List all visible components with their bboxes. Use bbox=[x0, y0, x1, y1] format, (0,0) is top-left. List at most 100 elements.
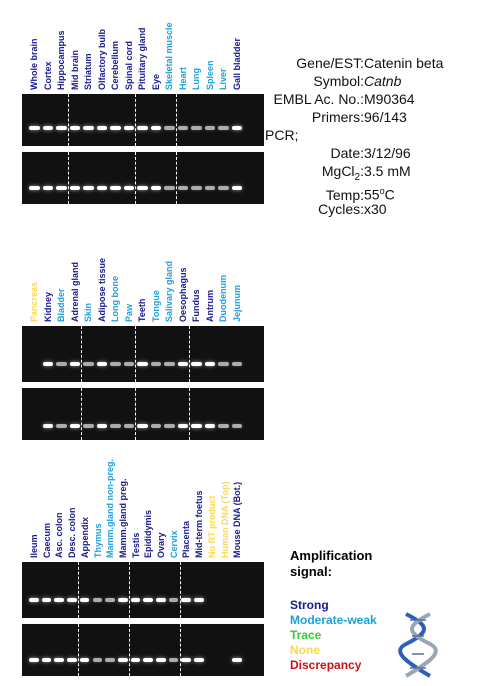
gel-panel2-top bbox=[22, 326, 264, 382]
gel-band bbox=[137, 362, 148, 366]
gel-band bbox=[191, 186, 202, 190]
gene-row: Gene/EST:Catenin beta bbox=[268, 54, 443, 72]
gel-divider bbox=[175, 94, 177, 146]
lane-label-panel2-9: Tongue bbox=[150, 290, 161, 322]
gel-band bbox=[96, 186, 107, 190]
lane-label-panel2-15: Jejunum bbox=[231, 284, 242, 322]
gel-band bbox=[164, 424, 175, 428]
gel-band bbox=[218, 186, 229, 190]
gel-divider bbox=[135, 326, 137, 382]
gel-divider bbox=[67, 94, 69, 146]
gel-band bbox=[177, 126, 188, 130]
legend-moderate-weak: Moderate-weak bbox=[290, 613, 377, 627]
lane-label-panel1-15: Gall bladder bbox=[231, 37, 242, 90]
lane-label-panel3-4: Appendix bbox=[79, 516, 90, 558]
gel-band bbox=[177, 362, 188, 366]
gel-band bbox=[42, 186, 53, 190]
gel-band bbox=[42, 362, 53, 366]
lane-label-panel2-4: Skin bbox=[83, 302, 93, 322]
lane-label-panel3-13: Mid-term foetus bbox=[194, 490, 205, 559]
gel-band bbox=[29, 598, 39, 602]
temp-unit: C bbox=[384, 186, 395, 203]
gel-band bbox=[150, 362, 161, 366]
gel-panel2-bottom bbox=[22, 388, 264, 440]
lane-label-panel2-11: Oesophagus bbox=[177, 267, 188, 322]
gel-band bbox=[105, 658, 115, 662]
gel-band bbox=[150, 126, 161, 130]
symbol-value: Catnb bbox=[364, 73, 402, 89]
temp-key: Temp: bbox=[325, 186, 364, 203]
lane-label-panel2-6: Long bone bbox=[110, 276, 120, 322]
gel-band bbox=[105, 598, 115, 602]
gel-band bbox=[41, 658, 52, 662]
lane-label-panel2-14: Duodenum bbox=[218, 275, 228, 322]
lane-label-panel3-16: Mouse DNA (Bot.) bbox=[232, 481, 243, 558]
lane-label-panel3-8: Testis bbox=[130, 532, 141, 558]
lane-label-panel1-14: Liver bbox=[218, 68, 228, 90]
lane-label-panel1-3: Mid brain bbox=[69, 50, 80, 90]
lane-label-panel2-12: Fundus bbox=[191, 289, 201, 323]
lane-label-panel3-5: Thymus bbox=[92, 523, 103, 558]
cycles-value: x30 bbox=[364, 201, 387, 217]
lane-label-panel1-1: Cortex bbox=[42, 61, 53, 90]
gel-band bbox=[123, 424, 134, 428]
cycles-row: Cycles:x30 bbox=[268, 200, 387, 218]
gel-band bbox=[218, 126, 229, 130]
gel-band bbox=[117, 658, 128, 662]
lane-label-panel2-2: Bladder bbox=[56, 288, 66, 322]
gel-divider bbox=[81, 326, 83, 382]
gel-band bbox=[56, 362, 67, 366]
gel-band bbox=[110, 362, 121, 366]
primers-value: 96/143 bbox=[364, 109, 407, 125]
dna-helix-icon bbox=[398, 612, 438, 678]
gel-band bbox=[218, 424, 229, 428]
gel-band bbox=[204, 362, 215, 366]
lane-label-panel2-13: Antrum bbox=[204, 290, 215, 322]
embl-key: EMBL Ac. No.: bbox=[273, 91, 364, 107]
gel-band bbox=[29, 126, 40, 130]
mgcl-row: MgCl2:3.5 mM bbox=[268, 162, 411, 187]
gel-divider bbox=[135, 94, 137, 146]
date-value: 3/12/96 bbox=[364, 145, 411, 161]
symbol-key: Symbol: bbox=[313, 73, 364, 89]
lane-label-panel1-5: Olfactory bulb bbox=[96, 28, 107, 90]
lane-label-panel1-0: Whole brain bbox=[29, 38, 39, 91]
gel-band bbox=[191, 362, 202, 366]
gel-band bbox=[123, 186, 134, 190]
embl-row: EMBL Ac. No.:M90364 bbox=[268, 90, 414, 108]
gel-band bbox=[194, 598, 204, 602]
gel-band bbox=[110, 424, 121, 428]
gel-band bbox=[67, 658, 77, 662]
temp-value: 55 bbox=[364, 186, 380, 203]
gel-band bbox=[164, 186, 175, 190]
gel-band bbox=[191, 126, 202, 130]
gel-band bbox=[143, 598, 153, 602]
gel-band bbox=[79, 598, 90, 602]
lane-label-panel1-4: Striatum bbox=[83, 53, 93, 90]
gene-key: Gene/EST: bbox=[296, 55, 364, 71]
legend-discrepancy: Discrepancy bbox=[290, 658, 362, 672]
gel-band bbox=[110, 126, 121, 130]
gel-band bbox=[83, 424, 94, 428]
lane-label-panel1-10: Skeletal muscle bbox=[164, 22, 174, 90]
gel-divider bbox=[81, 388, 83, 440]
gel-band bbox=[117, 598, 128, 602]
lane-label-panel3-11: Cervix bbox=[168, 530, 179, 558]
gel-band bbox=[92, 658, 103, 662]
gel-divider bbox=[129, 562, 131, 618]
lane-label-panel3-7: Mamm.gland preg. bbox=[117, 478, 128, 558]
gel-band bbox=[168, 658, 179, 662]
gel-panel1-bottom bbox=[22, 152, 264, 204]
lane-label-panel1-7: Spinal cord bbox=[123, 40, 134, 90]
gel-band bbox=[137, 186, 148, 190]
gel-band bbox=[194, 658, 204, 662]
gel-band bbox=[204, 126, 215, 130]
gel-band bbox=[231, 186, 242, 190]
gel-divider bbox=[189, 326, 191, 382]
gel-band bbox=[56, 424, 67, 428]
lane-label-panel2-3: Adrenal gland bbox=[69, 261, 80, 322]
lane-label-panel2-7: Paw bbox=[123, 303, 134, 322]
date-row: Date:3/12/96 bbox=[268, 144, 411, 162]
gel-band bbox=[231, 424, 242, 428]
lane-label-panel3-6: Mamm.gland non-preg. bbox=[105, 459, 116, 558]
